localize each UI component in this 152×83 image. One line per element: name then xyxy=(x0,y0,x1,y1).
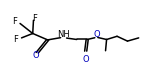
Text: F: F xyxy=(32,14,37,23)
Text: NH: NH xyxy=(57,30,70,39)
Text: F: F xyxy=(12,17,17,26)
Text: F: F xyxy=(13,35,18,44)
Text: O: O xyxy=(93,30,100,39)
Text: O: O xyxy=(82,55,89,64)
Text: O: O xyxy=(32,51,39,60)
